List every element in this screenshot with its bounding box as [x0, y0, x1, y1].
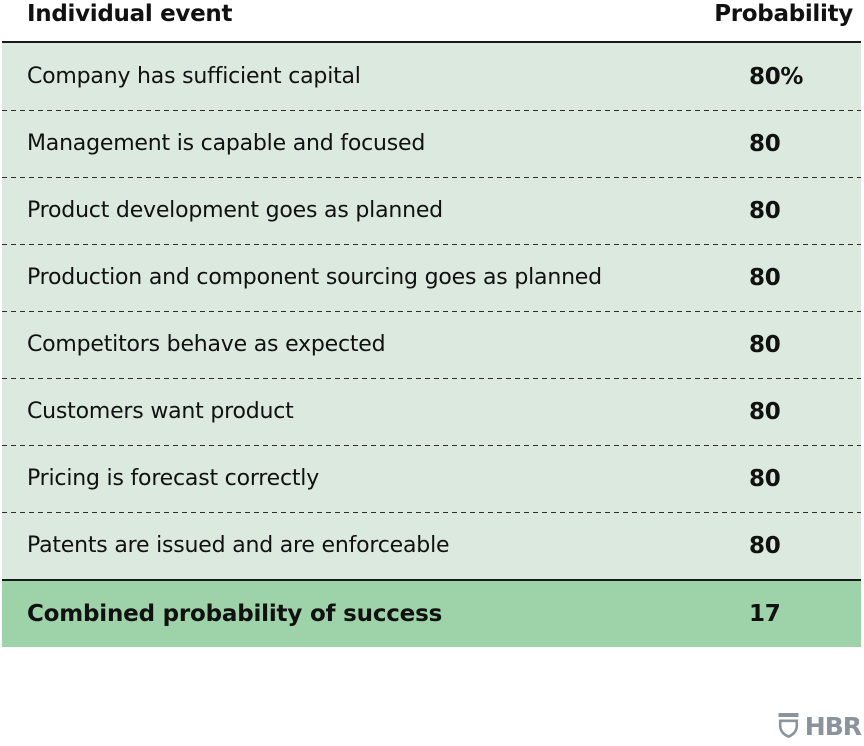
- column-header-event: Individual event: [27, 1, 233, 27]
- summary-probability-cell: 17: [749, 601, 781, 627]
- table-row: Pricing is forecast correctly 80: [2, 445, 861, 512]
- summary-event-cell: Combined probability of success: [27, 601, 443, 627]
- table-row: Product development goes as planned 80: [2, 177, 861, 244]
- event-cell: Company has sufficient capital: [27, 64, 361, 89]
- table-row: Customers want product 80: [2, 378, 861, 445]
- event-cell: Management is capable and focused: [27, 131, 426, 156]
- event-cell: Production and component sourcing goes a…: [27, 265, 602, 290]
- event-cell: Patents are issued and are enforceable: [27, 533, 450, 558]
- summary-row: Combined probability of success 17: [2, 579, 861, 647]
- table-row: Patents are issued and are enforceable 8…: [2, 512, 861, 579]
- table-row: Competitors behave as expected 80: [2, 311, 861, 378]
- probability-cell: 80: [749, 532, 781, 559]
- probability-cell: 80: [749, 130, 781, 157]
- table-row: Production and component sourcing goes a…: [2, 244, 861, 311]
- event-cell: Pricing is forecast correctly: [27, 466, 320, 491]
- probability-cell: 80%: [749, 63, 804, 90]
- event-cell: Customers want product: [27, 399, 294, 424]
- probability-cell: 80: [749, 331, 781, 358]
- column-header-probability: Probability: [714, 1, 853, 27]
- event-cell: Competitors behave as expected: [27, 332, 386, 357]
- probability-cell: 80: [749, 398, 781, 425]
- probability-table: Individual event Probability Company has…: [2, 0, 861, 647]
- probability-cell: 80: [749, 264, 781, 291]
- probability-cell: 80: [749, 197, 781, 224]
- hbr-logo: HBR: [778, 711, 862, 741]
- hbr-shield-icon: [778, 713, 799, 739]
- table-row: Company has sufficient capital 80%: [2, 43, 861, 110]
- probability-cell: 80: [749, 465, 781, 492]
- table-header-row: Individual event Probability: [2, 0, 861, 43]
- hbr-logo-text: HBR: [804, 711, 862, 741]
- event-cell: Product development goes as planned: [27, 198, 443, 223]
- table-row: Management is capable and focused 80: [2, 110, 861, 177]
- table-body: Company has sufficient capital 80% Manag…: [2, 43, 861, 579]
